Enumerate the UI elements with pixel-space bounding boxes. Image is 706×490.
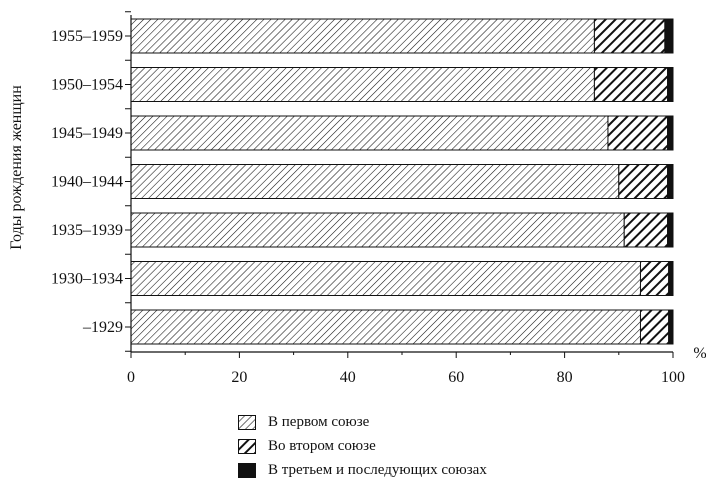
fine-diagonal-hatch-icon (238, 414, 256, 430)
legend-label-second-union: Во втором союзе (268, 437, 376, 454)
bar-segment-2-row-4 (618, 164, 669, 199)
y-tick-label: –1929 (82, 319, 123, 336)
legend-label-third-union: В третьем и последующих союзах (268, 461, 487, 478)
bar-segment-2-row-6 (639, 261, 670, 296)
y-tick-label: 1940–1944 (51, 174, 123, 191)
bar-segment-1-row-4 (130, 164, 620, 199)
bar-segment-1-row-3 (130, 115, 609, 151)
y-tick-label: 1945–1949 (51, 125, 123, 142)
x-tick-label: 0 (127, 369, 135, 386)
y-axis-title: Годы рождения женщин (8, 85, 25, 250)
bar-segment-3-row-3 (667, 115, 674, 151)
legend-item-third-union: В третьем и последующих союзах (238, 458, 487, 482)
bar-segment-2-row-1 (593, 18, 666, 54)
bar-segment-2-row-3 (607, 115, 669, 151)
bar-segment-2-row-2 (593, 67, 669, 102)
stacked-bar-chart: 1955–1959 1950–1954 1945–1949 1940–1944 1935… (8, 11, 706, 386)
legend: В первом союзе Во втором союзе В третьем… (238, 410, 487, 482)
y-tick-label: 1955–1959 (51, 28, 123, 45)
bar-segment-1-row-6 (130, 261, 641, 296)
bar-segment-3-row-5 (667, 212, 674, 248)
y-tick-label: 1935–1939 (51, 222, 123, 239)
x-tick-label: 20 (231, 369, 247, 386)
legend-item-second-union: Во втором союзе (238, 434, 487, 458)
bar-segment-2-row-7 (639, 309, 670, 345)
labels-layer: 1955–1959 1950–1954 1945–1949 1940–1944 1935… (8, 28, 706, 386)
bold-diagonal-hatch-icon (238, 438, 256, 454)
bar-segment-3-row-7 (668, 309, 674, 345)
axes-layer (125, 11, 674, 358)
bar-segment-1-row-1 (130, 18, 595, 54)
x-tick-label: 100 (661, 369, 685, 386)
bar-segment-2-row-5 (623, 212, 669, 248)
bar-segment-3-row-4 (667, 164, 674, 199)
solid-black-icon (238, 462, 256, 478)
x-tick-label: 60 (448, 369, 464, 386)
x-unit-label: % (693, 345, 706, 362)
bar-segment-3-row-1 (664, 18, 674, 54)
x-tick-label: 80 (557, 369, 573, 386)
y-tick-label: 1930–1934 (51, 271, 123, 288)
bar-segment-1-row-7 (130, 309, 641, 345)
legend-item-first-union: В первом союзе (238, 410, 487, 434)
bar-segment-1-row-2 (130, 67, 595, 102)
x-tick-label: 40 (340, 369, 356, 386)
y-tick-label: 1950–1954 (51, 77, 123, 94)
legend-label-first-union: В первом союзе (268, 413, 370, 430)
bars-layer (130, 18, 674, 345)
bar-segment-3-row-2 (667, 67, 674, 102)
bar-segment-1-row-5 (130, 212, 625, 248)
bar-segment-3-row-6 (668, 261, 674, 296)
